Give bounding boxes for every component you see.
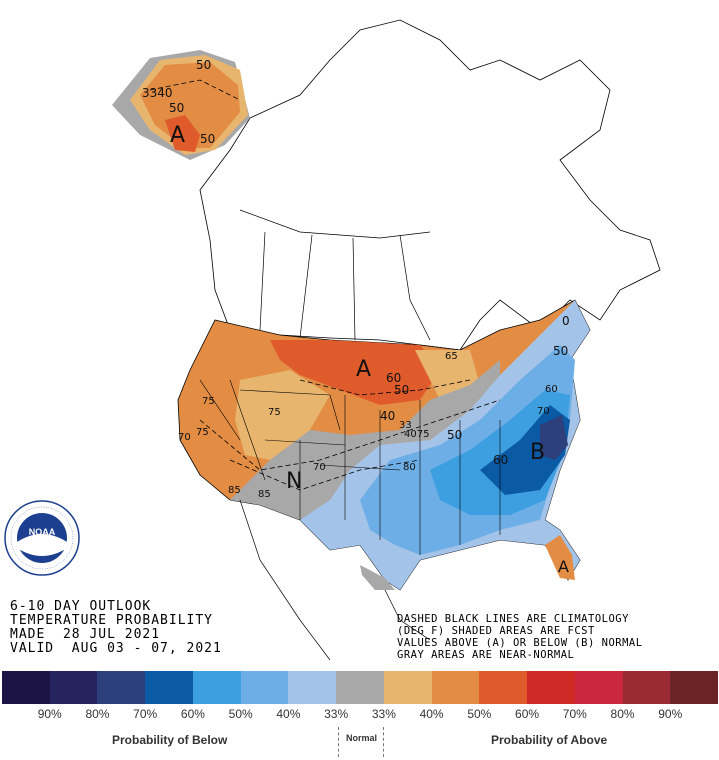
contour-label: 65 [445, 351, 458, 362]
percent-label: 33% [371, 707, 396, 721]
colorbar-swatch [479, 671, 528, 704]
percent-label: 90% [37, 707, 62, 721]
contour-label: 80 [403, 462, 416, 473]
region-letter-alaska: A [170, 123, 185, 148]
title-line: 6-10 DAY OUTLOOK [10, 599, 152, 614]
colorbar-swatch [145, 671, 193, 704]
colorbar-swatch [527, 671, 575, 704]
colorbar-swatch [670, 671, 719, 704]
contour-label: 33 [399, 420, 412, 431]
note-line: VALUES ABOVE (A) OR BELOW (B) NORMAL [397, 637, 643, 649]
probability-colorbar [2, 671, 719, 704]
percent-label: 80% [85, 707, 110, 721]
contour-label: 50 [394, 383, 409, 397]
contour-label: 75 [196, 427, 209, 438]
contour-label: 3340 [142, 86, 173, 100]
percent-labels: 90% 80% 70% 60% 50% 40% 33% 33% 40% 50% 60% 70% 80% 9… [2, 707, 718, 721]
title-line: TEMPERATURE PROBABILITY [10, 613, 214, 628]
title-line: VALID AUG 03 - 07, 2021 [10, 641, 222, 656]
note-line: (DEG F) SHADED AREAS ARE FCST [397, 625, 595, 637]
divider [383, 727, 384, 757]
contour-label: 85 [228, 485, 241, 496]
contour-label: 50 [196, 58, 211, 72]
probability-above-label: Probability of Above [491, 733, 608, 747]
contour-label: 0 [562, 314, 570, 328]
colorbar-swatch [97, 671, 146, 704]
contour-label: 50 [553, 344, 568, 358]
region-letter-southeast: B [530, 440, 545, 465]
colorbar-swatch [2, 671, 50, 704]
contour-label: 85 [258, 489, 271, 500]
colorbar-swatch [622, 671, 671, 704]
contour-label: 75 [268, 407, 281, 418]
blue-70 [540, 415, 568, 460]
gray-near-normal [230, 360, 500, 525]
colorbar-swatch [192, 671, 241, 704]
contour-label: 60 [386, 371, 401, 385]
region-letter-southwest: N [286, 469, 302, 494]
legend-note: DASHED BLACK LINES ARE CLIMATOLOGY (DEG … [397, 613, 643, 661]
colorbar-swatch [431, 671, 480, 704]
contour-label: 60 [545, 384, 558, 395]
contour-label: 50 [200, 132, 215, 146]
colorbar-swatch [574, 671, 623, 704]
divider [338, 727, 339, 757]
colorbar-swatch [288, 671, 337, 704]
alaska-red-60 [165, 115, 200, 152]
percent-label: 50% [467, 707, 492, 721]
colorbar-swatch [49, 671, 98, 704]
contour-label: 50 [447, 428, 462, 442]
region-letter-north-central: A [356, 357, 371, 382]
percent-label: 50% [228, 707, 253, 721]
percent-label: 40% [419, 707, 444, 721]
alaska-orange-50 [140, 62, 240, 148]
colorbar-swatch [383, 671, 432, 704]
title-line: MADE 28 JUL 2021 [10, 627, 161, 642]
contour-label: 70 [178, 432, 191, 443]
contour-label: 75 [202, 396, 215, 407]
normal-label: Normal [346, 733, 378, 743]
percent-label: 60% [515, 707, 540, 721]
note-line: DASHED BLACK LINES ARE CLIMATOLOGY [397, 613, 629, 625]
colorbar-swatch [336, 671, 384, 704]
percent-label: 70% [562, 707, 587, 721]
probability-below-label: Probability of Below [112, 733, 228, 747]
contour-label: 70 [537, 406, 550, 417]
percent-label: 80% [610, 707, 635, 721]
svg-text:NOAA: NOAA [29, 527, 56, 537]
note-line: GRAY AREAS ARE NEAR-NORMAL [397, 649, 575, 661]
percent-label: 70% [133, 707, 158, 721]
contour-label: 4075 [404, 429, 429, 440]
contour-label: 60 [493, 453, 508, 467]
contour-label: 50 [169, 101, 184, 115]
contour-label: 70 [313, 462, 326, 473]
outlook-map: 50 3340 50 50 60 50 40 33 4075 75 75 70 … [112, 19, 661, 661]
canada-land [199, 19, 661, 351]
northcentral-red [270, 340, 440, 405]
florida-above [545, 535, 575, 580]
percent-label: 33% [324, 707, 349, 721]
noaa-logo: NOAA [4, 500, 80, 576]
contour-label: 40 [380, 409, 395, 423]
percent-label: 40% [276, 707, 301, 721]
colorbar-swatch [240, 671, 289, 704]
region-letter-florida: A [558, 557, 569, 576]
outlook-title: 6-10 DAY OUTLOOK TEMPERATURE PROBABILITY… [10, 600, 222, 656]
percent-label: 90% [658, 707, 683, 721]
percent-label: 60% [180, 707, 205, 721]
